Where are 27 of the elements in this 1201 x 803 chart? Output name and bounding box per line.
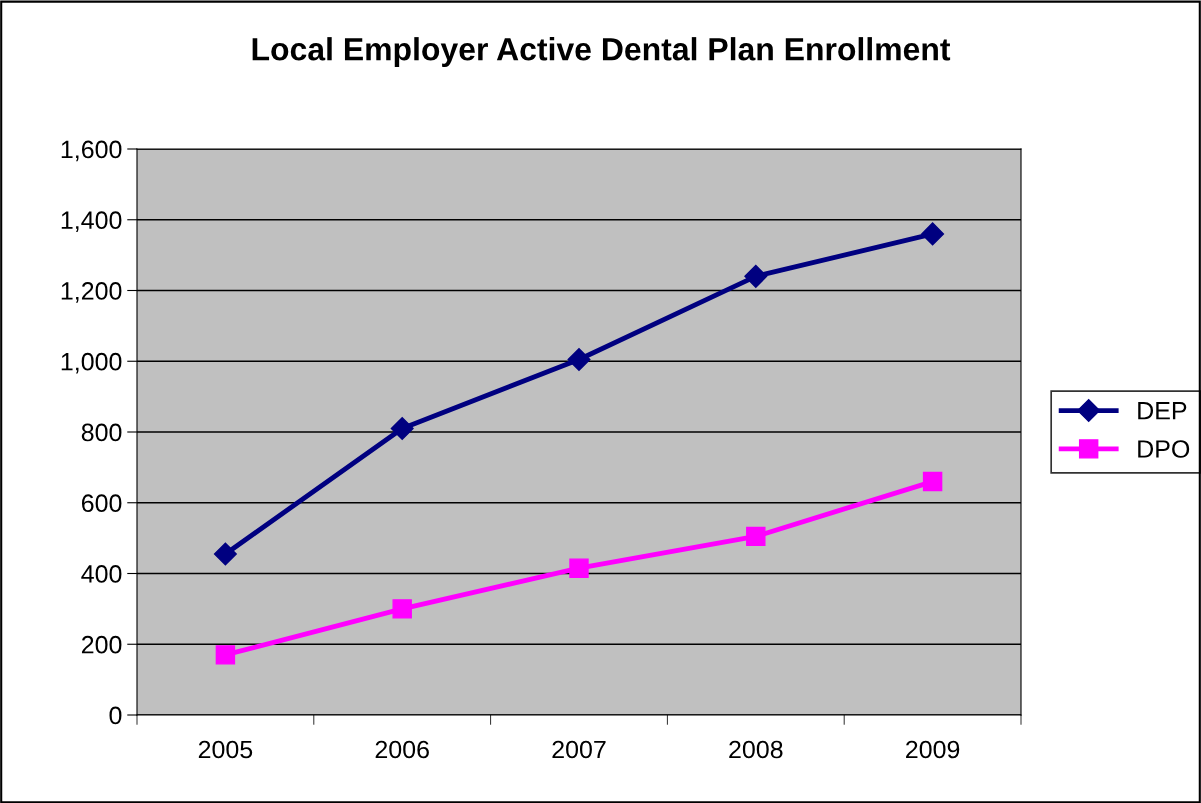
y-tick-label: 600: [81, 494, 122, 513]
point: [213, 542, 237, 566]
y-tick-label: 1,000: [61, 352, 122, 374]
point: [746, 526, 766, 547]
point: [922, 471, 943, 492]
x-tick-label: 2007: [552, 740, 606, 759]
point: [390, 416, 414, 440]
y-tick-label: 1,200: [61, 282, 122, 303]
y-tick-label: 0: [109, 706, 122, 725]
point: [215, 645, 236, 665]
y-tick-label: 200: [81, 635, 122, 654]
y-tick-label: 1,600: [61, 140, 122, 162]
y-tick-label: 800: [81, 423, 122, 442]
x-tick-label: 2005: [198, 740, 253, 759]
legend-label: DEP: [1138, 402, 1187, 420]
y-tick-label: 400: [81, 565, 122, 583]
x-tick-label: 2008: [729, 740, 783, 759]
x-tick-label: 2006: [375, 740, 429, 759]
x-tick-label: 2009: [906, 740, 960, 759]
point: [567, 347, 591, 371]
point: [921, 222, 945, 246]
y-tick-label: 1,400: [61, 211, 122, 233]
point: [744, 264, 768, 288]
point: [392, 599, 412, 619]
point: [569, 558, 589, 578]
legend-label: DPO: [1138, 440, 1190, 458]
chart-title: Local Employer Active Dental Plan Enrollment: [252, 37, 951, 67]
